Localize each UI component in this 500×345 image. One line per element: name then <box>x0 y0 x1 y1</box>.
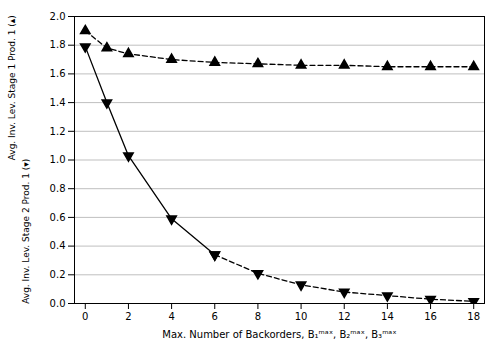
svg-text:8: 8 <box>255 311 261 322</box>
svg-text:14: 14 <box>381 311 394 322</box>
svg-text:0.2: 0.2 <box>50 269 66 280</box>
svg-text:0.0: 0.0 <box>50 298 66 309</box>
svg-text:0.8: 0.8 <box>50 183 66 194</box>
svg-text:10: 10 <box>295 311 308 322</box>
svg-text:1.6: 1.6 <box>50 68 66 79</box>
svg-text:18: 18 <box>467 311 480 322</box>
svg-text:1.4: 1.4 <box>50 97 66 108</box>
svg-text:Avg. Inv. Lev. Stage 1 Prod. 1: Avg. Inv. Lev. Stage 1 Prod. 1 (▴) <box>7 15 17 160</box>
svg-text:2.0: 2.0 <box>50 11 66 22</box>
svg-text:16: 16 <box>424 311 437 322</box>
svg-text:2: 2 <box>125 311 131 322</box>
svg-text:12: 12 <box>338 311 351 322</box>
svg-text:1.2: 1.2 <box>50 126 66 137</box>
svg-text:6: 6 <box>212 311 218 322</box>
svg-text:0: 0 <box>82 311 88 322</box>
svg-text:0.4: 0.4 <box>50 240 66 251</box>
svg-text:0.6: 0.6 <box>50 212 66 223</box>
svg-text:Avg. Inv. Lev. Stage 2 Prod. 1: Avg. Inv. Lev. Stage 2 Prod. 1 (▾) <box>21 159 31 304</box>
svg-text:1.0: 1.0 <box>50 154 66 165</box>
svg-text:Max. Number of Backorders, B₁ᵐ: Max. Number of Backorders, B₁ᵐᵃˣ, B₂ᵐᵃˣ,… <box>162 329 396 340</box>
svg-text:1.8: 1.8 <box>50 39 66 50</box>
svg-text:4: 4 <box>168 311 174 322</box>
